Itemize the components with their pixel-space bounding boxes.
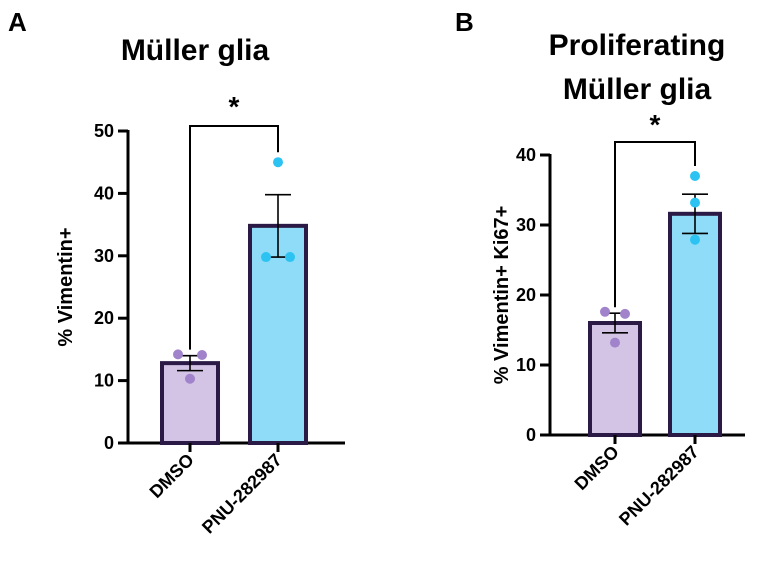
panel-b-significance-bracket xyxy=(614,141,696,308)
panel-a-x-tick-label: DMSO xyxy=(146,450,198,502)
panel-a-data-point xyxy=(185,373,195,384)
panel-a-significance-star: * xyxy=(229,91,240,122)
panel-a-significance-bracket xyxy=(189,125,279,350)
panel-a-y-tick-label: 50 xyxy=(94,121,114,141)
panel-a-data-point xyxy=(273,157,283,168)
panel-b-data-point xyxy=(690,171,700,181)
panel-b-data-point xyxy=(610,337,620,348)
panel-b-y-tick-label: 0 xyxy=(526,425,536,445)
panel-b-letter: B xyxy=(455,7,474,37)
panel-b-x-tick-label: DMSO xyxy=(571,442,623,494)
panel-a-plot: 0 10 20 30 40 50 DMSO PNU-282987 * xyxy=(94,91,345,537)
panel-b-bar xyxy=(668,211,722,437)
panel-a-y-tick-label: 30 xyxy=(94,246,114,266)
panel-a-data-point xyxy=(197,350,207,361)
panel-b-y-tick-label: 20 xyxy=(516,285,536,305)
panel-b-y-tick-label: 10 xyxy=(516,355,536,375)
panel-b-y-tick-label: 40 xyxy=(516,145,536,165)
panel-b-x-tick-label: PNU-282987 xyxy=(615,442,703,530)
panel-a-x-tick-label: PNU-282987 xyxy=(198,450,286,538)
panel-a-data-point xyxy=(285,252,295,263)
panel-a-letter: A xyxy=(8,7,27,37)
panel-a-y-tick-label: 20 xyxy=(94,308,114,328)
panel-a-y-axis-label: % Vimentin+ xyxy=(55,227,77,346)
panel-b-data-point xyxy=(620,308,630,319)
panel-a-data-point xyxy=(173,349,183,360)
panel-b-title-line-1: Proliferating xyxy=(549,29,726,62)
panel-b-significance-star: * xyxy=(650,109,661,140)
panel-b-data-point xyxy=(690,197,700,208)
panel-b-data-point xyxy=(600,306,610,317)
panel-b-y-axis-label: % Vimentin+ Ki67+ xyxy=(491,206,513,385)
panel-a-title: Müller glia xyxy=(121,34,270,67)
panel-a-y-tick-label: 0 xyxy=(104,433,114,453)
panel-a-y-tick-label: 10 xyxy=(94,371,114,391)
panel-b-y-tick-label: 30 xyxy=(516,215,536,235)
panel-a-y-tick-label: 40 xyxy=(94,183,114,203)
panel-a-data-point xyxy=(261,252,271,263)
panel-b-title-line-2: Müller glia xyxy=(563,73,712,106)
panel-b-data-point xyxy=(690,234,700,245)
panel-a-bar xyxy=(248,223,308,445)
